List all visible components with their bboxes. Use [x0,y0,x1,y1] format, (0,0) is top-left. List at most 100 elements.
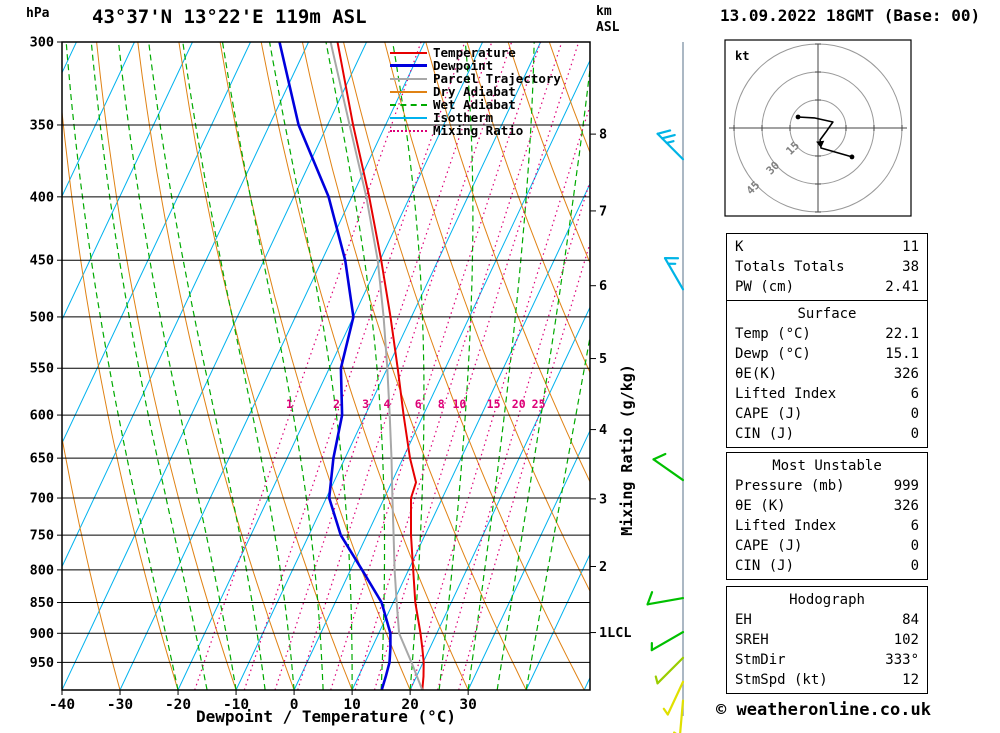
isotherm-lines [62,42,590,690]
stat-value: 0 [910,538,919,554]
stat-label: Lifted Index [735,386,837,402]
stat-label: StmDir [735,652,786,668]
svg-text:350: 350 [30,117,54,133]
stat-value: 11 [902,239,919,255]
svg-text:1: 1 [286,397,293,411]
stat-label: Totals Totals [735,259,845,275]
svg-text:20: 20 [512,397,526,411]
stat-label: CIN (J) [735,558,795,574]
pressure-gridlines [62,42,590,663]
stat-value: 0 [910,426,919,442]
x-axis-label: Dewpoint / Temperature (°C) [195,707,457,726]
stat-value: 0 [910,558,919,574]
stat-label: SREH [735,632,769,648]
legend-item: Parcel Trajectory [390,72,561,85]
svg-text:650: 650 [30,451,54,467]
stat-value: 0 [910,406,919,422]
svg-text:8: 8 [599,127,607,143]
svg-text:4: 4 [384,397,391,411]
legend-swatch-wet-adiabat [390,103,427,106]
panel-section-title: Most Unstable [772,458,882,474]
km-axis-label: km ASL [596,4,619,36]
legend-swatch-temperature [390,51,427,54]
legend-item: Dewpoint [390,59,561,72]
svg-text:15: 15 [487,397,501,411]
mixing-ratio-labels: 1 2 3 4 6 8 10 15 20 25 [286,397,546,411]
legend-swatch-isotherm [390,116,427,119]
legend-item: Wet Adiabat [390,98,561,111]
skewt-field [62,42,590,690]
svg-text:2: 2 [333,397,340,411]
svg-text:400: 400 [30,189,54,205]
stat-label: θE (K) [735,498,786,514]
svg-text:2: 2 [599,559,607,575]
stat-row: Lifted Index 6 [735,384,919,404]
mixing-ratio-axis-label: Mixing Ratio (g/kg) [618,364,636,536]
stat-row: CAPE (J) 0 [735,404,919,424]
datetime-title: 13.09.2022 18GMT (Base: 00) [720,6,981,25]
stat-label: CIN (J) [735,426,795,442]
legend-label: Dewpoint [433,58,494,73]
stat-row: EH 84 [735,610,919,630]
stat-row: SREH 102 [735,630,919,650]
stat-label: Lifted Index [735,518,837,534]
legend-label: Wet Adiabat [433,97,516,112]
svg-text:3: 3 [362,397,369,411]
svg-text:850: 850 [30,595,54,611]
stat-label: CAPE (J) [735,538,803,554]
stat-row: StmSpd (kt) 12 [735,670,919,690]
plot-border [61,41,591,691]
legend-label: Isotherm [433,110,494,125]
svg-text:-20: -20 [165,697,191,713]
stat-label: CAPE (J) [735,406,803,422]
panel-section-title: Hodograph [789,592,865,608]
axis-ticks [57,41,596,695]
legend-item: Isotherm [390,111,561,124]
stat-label: Temp (°C) [735,326,811,342]
svg-text:300: 300 [30,35,54,51]
stat-value: 6 [910,386,919,402]
indices-panel: K 11 Totals Totals 38 PW (cm) 2.41 [726,233,928,301]
legend-label: Mixing Ratio [433,123,524,138]
series-temperature [336,42,425,690]
svg-text:6: 6 [415,397,422,411]
stat-row: Dewp (°C) 15.1 [735,344,919,364]
stat-row: Lifted Index 6 [735,516,919,536]
stat-value: 6 [910,518,919,534]
stat-value: 999 [893,478,919,494]
svg-text:950: 950 [30,655,54,671]
stat-value: 15.1 [885,346,919,362]
stat-value: 38 [902,259,919,275]
svg-text:900: 900 [30,626,54,642]
stat-row: StmDir 333° [735,650,919,670]
stat-value: 333° [885,652,919,668]
svg-text:550: 550 [30,361,54,377]
legend-label: Temperature [433,45,516,60]
svg-text:500: 500 [30,309,54,325]
stat-row: Totals Totals 38 [735,257,919,277]
stat-row: CAPE (J) 0 [735,536,919,556]
svg-text:600: 600 [30,408,54,424]
stat-label: EH [735,612,752,628]
legend-swatch-dewpoint [390,64,427,67]
svg-text:4: 4 [599,422,607,438]
stat-value: 22.1 [885,326,919,342]
svg-text:0: 0 [290,697,299,713]
legend-swatch-dry-adiabat [390,90,427,93]
series-parcel-trajectory [329,42,424,690]
legend-item: Mixing Ratio [390,124,561,137]
legend-label: Parcel Trajectory [433,71,561,86]
copyright: © weatheronline.co.uk [716,700,931,720]
stat-row: CIN (J) 0 [735,556,919,576]
wet-adiabat-lines [65,42,590,690]
svg-text:700: 700 [30,491,54,507]
stat-value: 12 [902,672,919,688]
stat-label: PW (cm) [735,279,795,295]
legend-item: Dry Adiabat [390,85,561,98]
svg-text:800: 800 [30,562,54,578]
stat-label: Dewp (°C) [735,346,811,362]
surface-panel: Surface Temp (°C) 22.1 Dewp (°C) 15.1 θE(K… [726,300,928,448]
stat-value: 326 [893,498,919,514]
legend-label: Dry Adiabat [433,84,516,99]
stat-label: Pressure (mb) [735,478,845,494]
